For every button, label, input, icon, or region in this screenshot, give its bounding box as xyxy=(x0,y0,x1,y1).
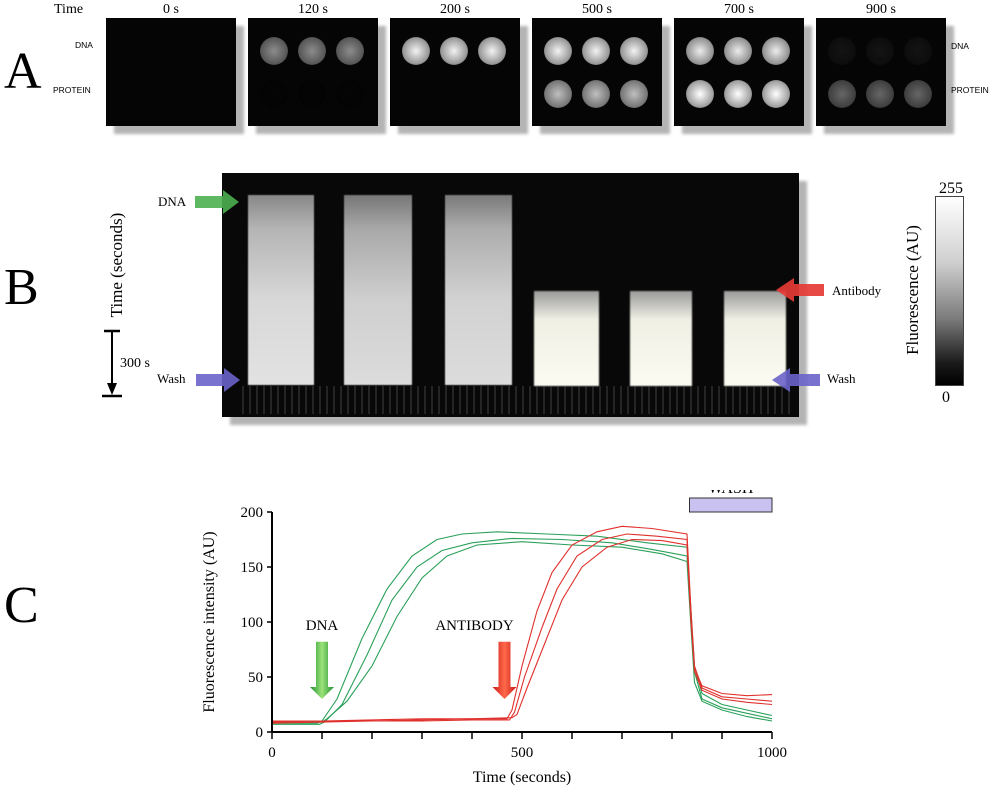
microscopy-frame xyxy=(674,18,804,126)
microscopy-frame xyxy=(816,18,946,126)
protein-spot xyxy=(904,80,932,108)
frame-time-label: 200 s xyxy=(440,2,470,17)
scale-bar-label: 300 s xyxy=(120,356,150,371)
microscopy-frame xyxy=(106,18,236,126)
protein-spot xyxy=(866,80,894,108)
kymo-lane-6 xyxy=(724,291,786,386)
dna-spot xyxy=(298,37,326,65)
wash-arrow-right xyxy=(772,368,820,392)
panel-b-letter: B xyxy=(4,259,39,316)
scale-bar xyxy=(102,329,122,398)
colorbar-max-label: 255 xyxy=(939,180,963,197)
kymo-lane-4 xyxy=(534,291,599,386)
wash-arrow-right-label: Wash xyxy=(827,371,856,386)
kymo-post-wash-band xyxy=(242,386,792,414)
protein-spot xyxy=(724,80,752,108)
protein-spot xyxy=(336,80,364,108)
wash-label: WASH xyxy=(708,490,754,497)
frame-time-label: 500 s xyxy=(582,2,612,17)
dna-spot xyxy=(686,37,714,65)
panel-a-left-dna-label: DNA xyxy=(75,40,93,50)
microscopy-frame xyxy=(248,18,378,126)
protein-spot xyxy=(582,80,610,108)
protein-spot xyxy=(260,80,288,108)
series-line-6 xyxy=(272,538,773,722)
panel-a-letter: A xyxy=(4,43,42,100)
y-tick-label: 200 xyxy=(241,505,264,521)
series-line-5 xyxy=(271,533,773,724)
panel-a-right-dna-label: DNA xyxy=(951,41,969,51)
microscopy-frame xyxy=(390,18,520,126)
x-tick-label: 500 xyxy=(511,745,534,761)
antibody-arrow-c-label: ANTIBODY xyxy=(435,618,513,634)
wash-bar xyxy=(689,497,773,513)
x-tick-label: 1000 xyxy=(757,745,787,761)
dna-spot xyxy=(336,37,364,65)
y-tick-label: 50 xyxy=(248,670,263,686)
y-axis-label: Fluorescence intensity (AU) xyxy=(201,531,218,712)
series-line-2 xyxy=(272,537,773,725)
series-line-4 xyxy=(271,525,773,723)
dna-spot xyxy=(724,37,752,65)
x-axis-label: Time (seconds) xyxy=(473,769,572,786)
dna-arrow-c-label: DNA xyxy=(306,618,339,634)
x-tick-label: 0 xyxy=(268,745,276,761)
frame-time-label: 0 s xyxy=(163,2,179,17)
colorbar xyxy=(935,196,964,386)
dna-spot xyxy=(762,37,790,65)
dna-arrow-c xyxy=(310,641,334,699)
time-row-label: Time xyxy=(54,2,84,17)
series-line-1 xyxy=(272,531,773,724)
dna-spot xyxy=(866,37,894,65)
kymo-lane-2 xyxy=(344,195,412,385)
dna-spot xyxy=(402,37,430,65)
series-line-3 xyxy=(272,541,773,723)
protein-spot xyxy=(762,80,790,108)
antibody-arrow xyxy=(776,278,824,302)
kymo-lane-1 xyxy=(248,195,314,385)
frame-time-label: 120 s xyxy=(298,2,328,17)
kymo-lane-5 xyxy=(630,291,692,386)
frame-time-label: 900 s xyxy=(866,2,896,17)
dna-arrow-b-label: DNA xyxy=(158,194,187,209)
colorbar-label: Fluorescence (AU) xyxy=(903,225,922,355)
antibody-arrow-c xyxy=(492,641,517,699)
protein-spot xyxy=(544,80,572,108)
colorbar-label-wrap: Fluorescence (AU) xyxy=(903,225,922,355)
dna-spot xyxy=(582,37,610,65)
kymograph xyxy=(222,173,799,417)
y-tick-label: 100 xyxy=(241,615,264,631)
microscopy-frame xyxy=(532,18,662,126)
dna-spot xyxy=(440,37,468,65)
protein-spot xyxy=(828,80,856,108)
y-tick-label: 150 xyxy=(241,560,264,576)
antibody-arrow-label: Antibody xyxy=(832,283,882,298)
dna-spot xyxy=(828,37,856,65)
frame-time-label: 700 s xyxy=(724,2,754,17)
dna-spot xyxy=(478,37,506,65)
panel-b-y-axis-label: Time (seconds) xyxy=(107,212,126,318)
wash-arrow-left-label: Wash xyxy=(157,371,186,386)
dna-spot xyxy=(544,37,572,65)
protein-spot xyxy=(298,80,326,108)
dna-spot xyxy=(904,37,932,65)
colorbar-min-label: 0 xyxy=(942,389,950,406)
dna-spot xyxy=(620,37,648,65)
panel-b-y-axis-label-wrap: Time (seconds) xyxy=(107,213,126,318)
panel-a-left-protein-label: PROTEIN xyxy=(53,85,91,95)
protein-spot xyxy=(686,80,714,108)
panel-c-letter: C xyxy=(4,577,39,634)
panel-a-right-protein-label: PROTEIN xyxy=(951,85,989,95)
protein-spot xyxy=(620,80,648,108)
y-tick-label: 0 xyxy=(256,725,264,741)
wash-arrow-left xyxy=(196,368,240,392)
dna-spot xyxy=(260,37,288,65)
panel-c-chart: 0 50 100 150 200 0 500 1000 Time (seconds) Fluore… xyxy=(201,490,787,786)
kymo-lane-3 xyxy=(445,195,512,385)
dna-arrow-b xyxy=(195,190,239,214)
